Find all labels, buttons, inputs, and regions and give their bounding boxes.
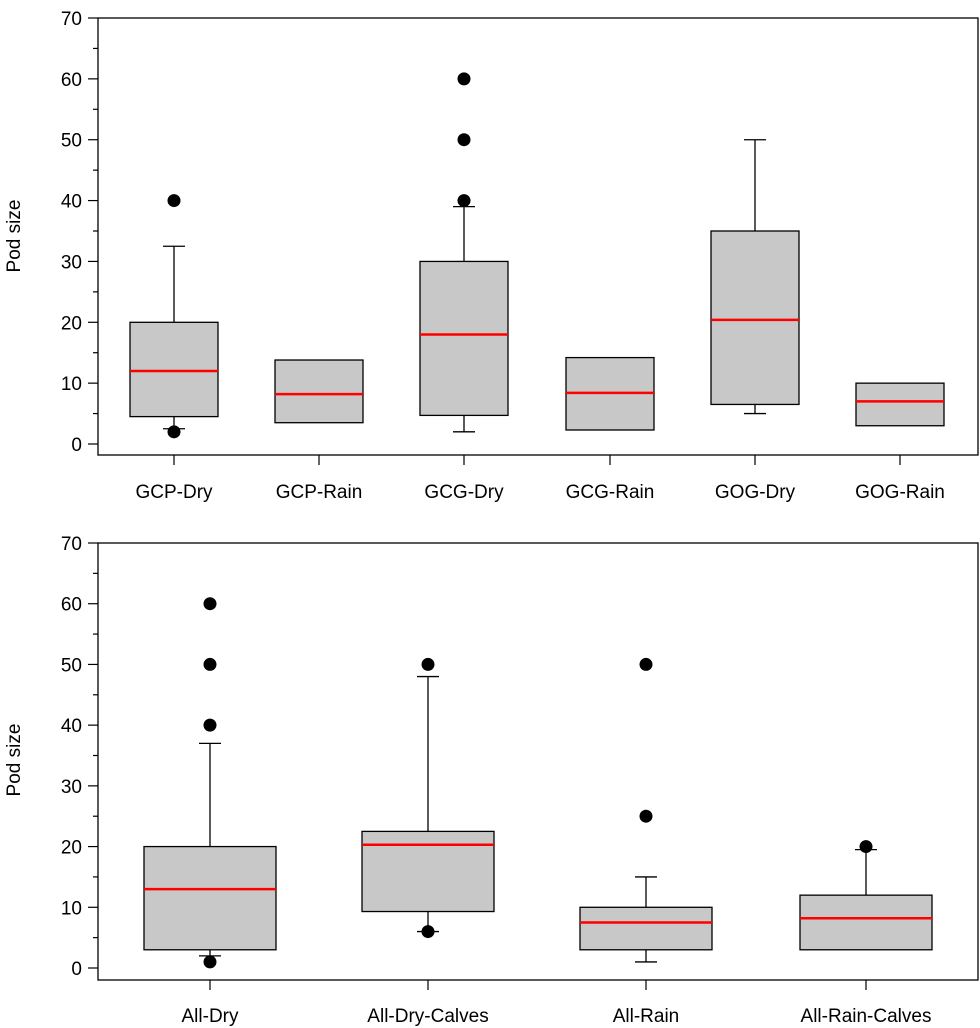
x-category-label: All-Rain-Calves	[801, 1006, 932, 1027]
outlier-point	[203, 955, 217, 969]
box-iqr	[579, 906, 713, 951]
boxplot-panel-1: 0 10 20 30 40 50 60 70 Pod size GCP-Dry GCP-Rain GC…	[4, 9, 979, 503]
box-gcp-dry	[129, 194, 219, 439]
y-tick-label: 60	[61, 70, 82, 91]
box-gog-rain	[855, 382, 945, 427]
outlier-point	[457, 194, 471, 208]
y-tick-label: 0	[71, 959, 82, 980]
outlier-point	[859, 840, 873, 854]
box-gcg-rain	[565, 356, 655, 431]
x-category-label: GCP-Dry	[135, 482, 213, 503]
box-all-rain	[579, 657, 713, 963]
y-tick-label: 10	[61, 374, 82, 395]
x-category-label: GCG-Rain	[566, 482, 655, 503]
box-gcg-dry	[419, 72, 509, 433]
box-all-dry	[143, 597, 277, 969]
x-category-label: GCG-Dry	[424, 482, 504, 503]
outlier-point	[167, 425, 181, 439]
boxplot-panel-2: 0 10 20 30 40 50 60 70 Pod size All-Dry All-Dry-Ca…	[4, 534, 979, 1027]
y-tick-label: 40	[61, 192, 82, 213]
y-tick-label: 60	[61, 595, 82, 616]
box-gcp-rain	[274, 359, 364, 424]
x-category-label: All-Dry	[182, 1006, 239, 1027]
outlier-point	[203, 597, 217, 611]
box-all-rain-calves	[799, 840, 933, 951]
plot-frame	[97, 17, 979, 456]
y-tick-label: 30	[61, 777, 82, 798]
plot-frame	[97, 542, 979, 981]
x-category-label: GCP-Rain	[276, 482, 363, 503]
y-tick-label: 20	[61, 313, 82, 334]
box-all-dry-calves	[361, 657, 495, 939]
box-iqr	[129, 321, 219, 418]
x-category-label: GOG-Rain	[855, 482, 945, 503]
outlier-point	[167, 194, 181, 208]
outlier-point	[203, 718, 217, 732]
box-gog-dry	[710, 139, 800, 415]
y-tick-label: 70	[61, 9, 82, 30]
y-tick-label: 30	[61, 252, 82, 273]
y-tick-label: 50	[61, 655, 82, 676]
x-category-label: All-Dry-Calves	[367, 1006, 488, 1027]
y-tick-label: 20	[61, 838, 82, 859]
box-iqr	[143, 845, 277, 951]
y-tick-label: 10	[61, 898, 82, 919]
outlier-point	[421, 657, 435, 671]
y-tick-label: 50	[61, 131, 82, 152]
y-tick-label: 40	[61, 716, 82, 737]
box-iqr	[274, 359, 364, 424]
x-category-label: All-Rain	[613, 1006, 680, 1027]
box-iqr	[855, 382, 945, 427]
outlier-point	[203, 657, 217, 671]
box-iqr	[361, 830, 495, 913]
box-iqr	[710, 230, 800, 406]
box-iqr	[419, 260, 509, 417]
outlier-point	[421, 925, 435, 939]
outlier-point	[457, 133, 471, 147]
y-tick-label: 0	[71, 435, 82, 456]
y-axis-title: Pod size	[4, 724, 25, 797]
box-iqr	[799, 894, 933, 951]
outlier-point	[639, 657, 653, 671]
y-tick-label: 70	[61, 534, 82, 555]
x-category-label: GOG-Dry	[715, 482, 796, 503]
y-axis-title: Pod size	[4, 200, 25, 273]
outlier-point	[639, 809, 653, 823]
outlier-point	[457, 72, 471, 86]
